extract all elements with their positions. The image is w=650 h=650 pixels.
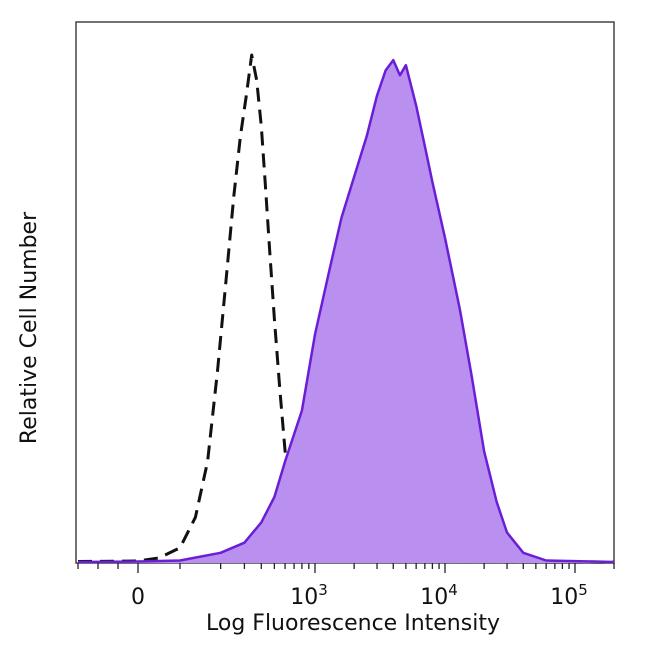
x-tick-label: 103 <box>290 581 328 610</box>
y-axis-title: Relative Cell Number <box>17 211 42 444</box>
x-axis-title: Log Fluorescence Intensity <box>206 611 500 636</box>
x-tick-label: 104 <box>420 581 458 610</box>
stained-histogram-outline <box>77 58 615 564</box>
x-tick-label: 0 <box>131 585 145 610</box>
x-tick-label: 105 <box>550 581 588 610</box>
stained-histogram-area <box>78 60 614 563</box>
